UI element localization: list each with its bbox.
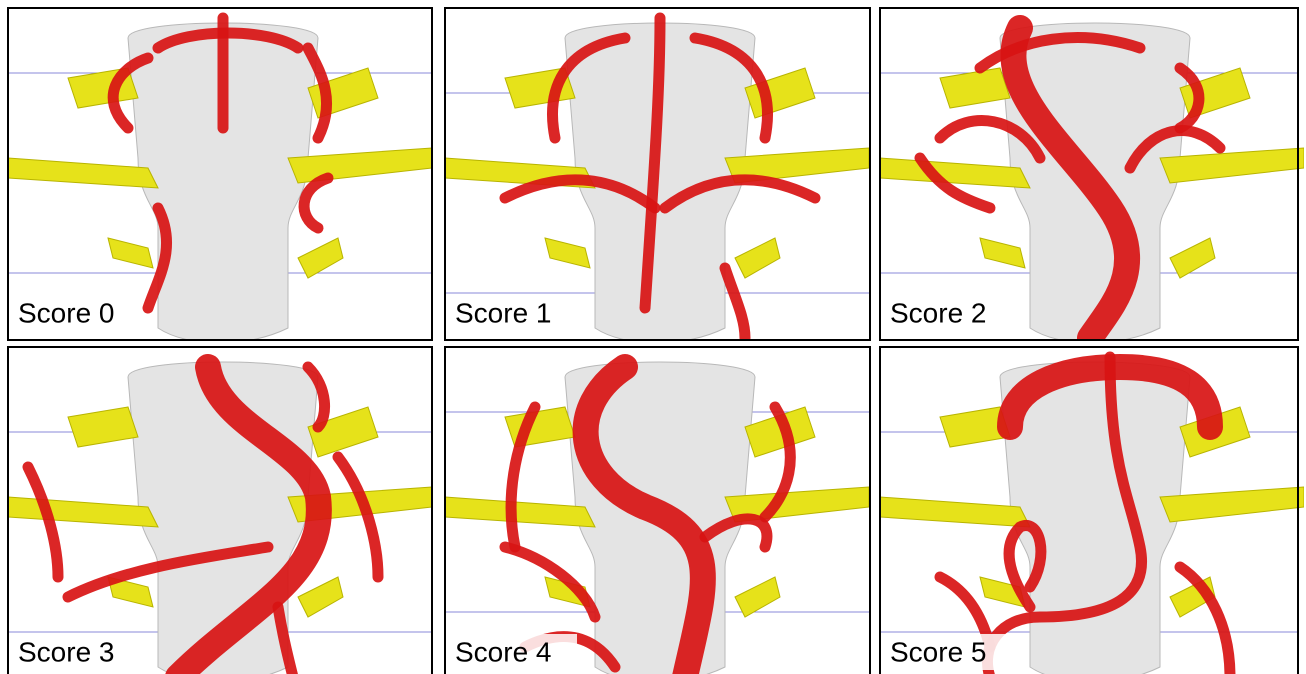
panel-image [445, 347, 870, 674]
panel-label: Score 4 [455, 636, 552, 667]
panel-image [445, 8, 870, 343]
panel-image [880, 347, 1304, 674]
figure: Score 0 Score 1 Score 2 Score 3 Score 4 Score… [0, 0, 1306, 674]
panel-image [8, 347, 432, 674]
panel-image [880, 8, 1304, 343]
panel-label: Score 2 [890, 297, 987, 328]
panel-label: Score 1 [455, 297, 552, 328]
panel: Score 4 [445, 347, 870, 674]
panel-label: Score 5 [890, 636, 987, 667]
panel: Score 3 [8, 347, 432, 674]
panel-image [8, 8, 432, 343]
panel: Score 0 [8, 8, 432, 343]
panel: Score 2 [880, 8, 1304, 343]
panel-label: Score 0 [18, 297, 115, 328]
panel: Score 5 [880, 347, 1304, 674]
panel-label: Score 3 [18, 636, 115, 667]
panel: Score 1 [445, 8, 870, 343]
